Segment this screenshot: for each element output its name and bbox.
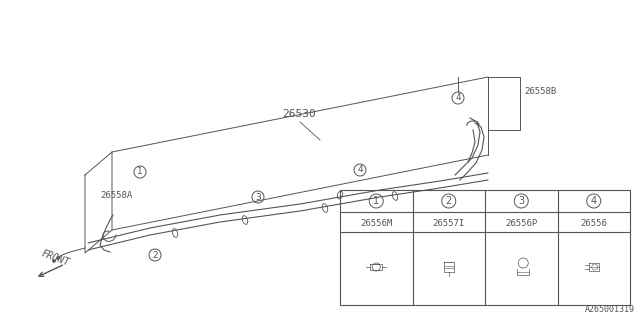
Text: 26558B: 26558B [524,87,556,97]
Circle shape [56,257,60,260]
Text: 3: 3 [255,193,261,202]
Text: 3: 3 [518,196,524,206]
Text: 4: 4 [591,196,597,206]
Text: 2: 2 [152,251,158,260]
Text: 26557I: 26557I [433,219,465,228]
Bar [340,190,630,305]
Text: 4: 4 [357,165,363,174]
Text: A265001319: A265001319 [585,305,635,314]
Text: 1: 1 [373,196,380,206]
Circle shape [52,260,56,262]
Text: 2: 2 [445,196,452,206]
Text: 1: 1 [137,167,143,177]
Text: 26556M: 26556M [360,219,392,228]
Text: 26558A: 26558A [100,191,132,201]
Text: FRONT: FRONT [40,249,70,268]
Text: 26556: 26556 [580,219,607,228]
Text: 26530: 26530 [282,109,316,119]
Text: 4: 4 [455,93,461,102]
Text: 26556P: 26556P [505,219,538,228]
